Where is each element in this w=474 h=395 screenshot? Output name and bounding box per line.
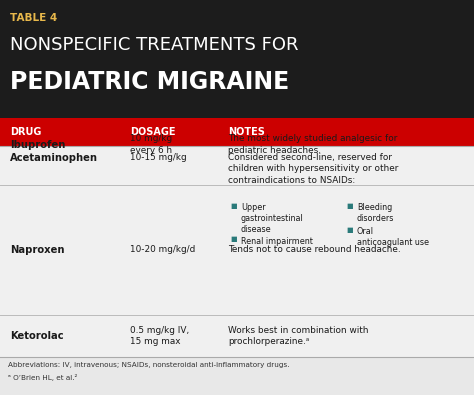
- Text: Oral
anticoagulant use: Oral anticoagulant use: [357, 227, 429, 247]
- Text: Considered second-line, reserved for
children with hypersensitivity or other
con: Considered second-line, reserved for chi…: [228, 153, 398, 185]
- Text: DRUG: DRUG: [10, 127, 41, 137]
- Text: ᵃ O’Brien HL, et al.²: ᵃ O’Brien HL, et al.²: [8, 374, 77, 381]
- Text: 10-15 mg/kg: 10-15 mg/kg: [130, 153, 187, 162]
- Text: Naproxen: Naproxen: [10, 245, 64, 255]
- Text: ■: ■: [346, 227, 353, 233]
- Text: Renal impairment: Renal impairment: [241, 237, 313, 246]
- Text: DOSAGE: DOSAGE: [130, 127, 175, 137]
- Text: Bleeding
disorders: Bleeding disorders: [357, 203, 394, 223]
- Text: ■: ■: [346, 203, 353, 209]
- Text: Acetaminophen: Acetaminophen: [10, 153, 98, 163]
- Text: TABLE 4: TABLE 4: [10, 13, 57, 23]
- Text: Abbreviations: IV, intravenous; NSAIDs, nonsteroidal anti-inflammatory drugs.: Abbreviations: IV, intravenous; NSAIDs, …: [8, 362, 290, 368]
- Text: The most widely studied analgesic for
pediatric headaches.: The most widely studied analgesic for pe…: [228, 134, 397, 155]
- Text: Upper
gastrointestinal
disease: Upper gastrointestinal disease: [241, 203, 304, 234]
- Text: NONSPECIFIC TREATMENTS FOR: NONSPECIFIC TREATMENTS FOR: [10, 36, 299, 54]
- Text: 10-20 mg/kg/d: 10-20 mg/kg/d: [130, 246, 195, 254]
- Text: PEDIATRIC MIGRAINE: PEDIATRIC MIGRAINE: [10, 70, 289, 94]
- Text: Ibuprofen: Ibuprofen: [10, 139, 65, 149]
- Text: NOTES: NOTES: [228, 127, 265, 137]
- Text: 10 mg/kg
every 6 h: 10 mg/kg every 6 h: [130, 134, 172, 155]
- Text: 0.5 mg/kg IV,
15 mg max: 0.5 mg/kg IV, 15 mg max: [130, 326, 189, 346]
- Bar: [0, 146, 474, 357]
- Text: ■: ■: [230, 237, 237, 243]
- Text: Works best in combination with
prochlorperazine.ᵃ: Works best in combination with prochlorp…: [228, 326, 368, 346]
- Text: Tends not to cause rebound headache.: Tends not to cause rebound headache.: [228, 246, 401, 254]
- Text: Ketorolac: Ketorolac: [10, 331, 64, 341]
- Text: ■: ■: [230, 203, 237, 209]
- Bar: [0, 118, 474, 146]
- Bar: [0, 0, 474, 118]
